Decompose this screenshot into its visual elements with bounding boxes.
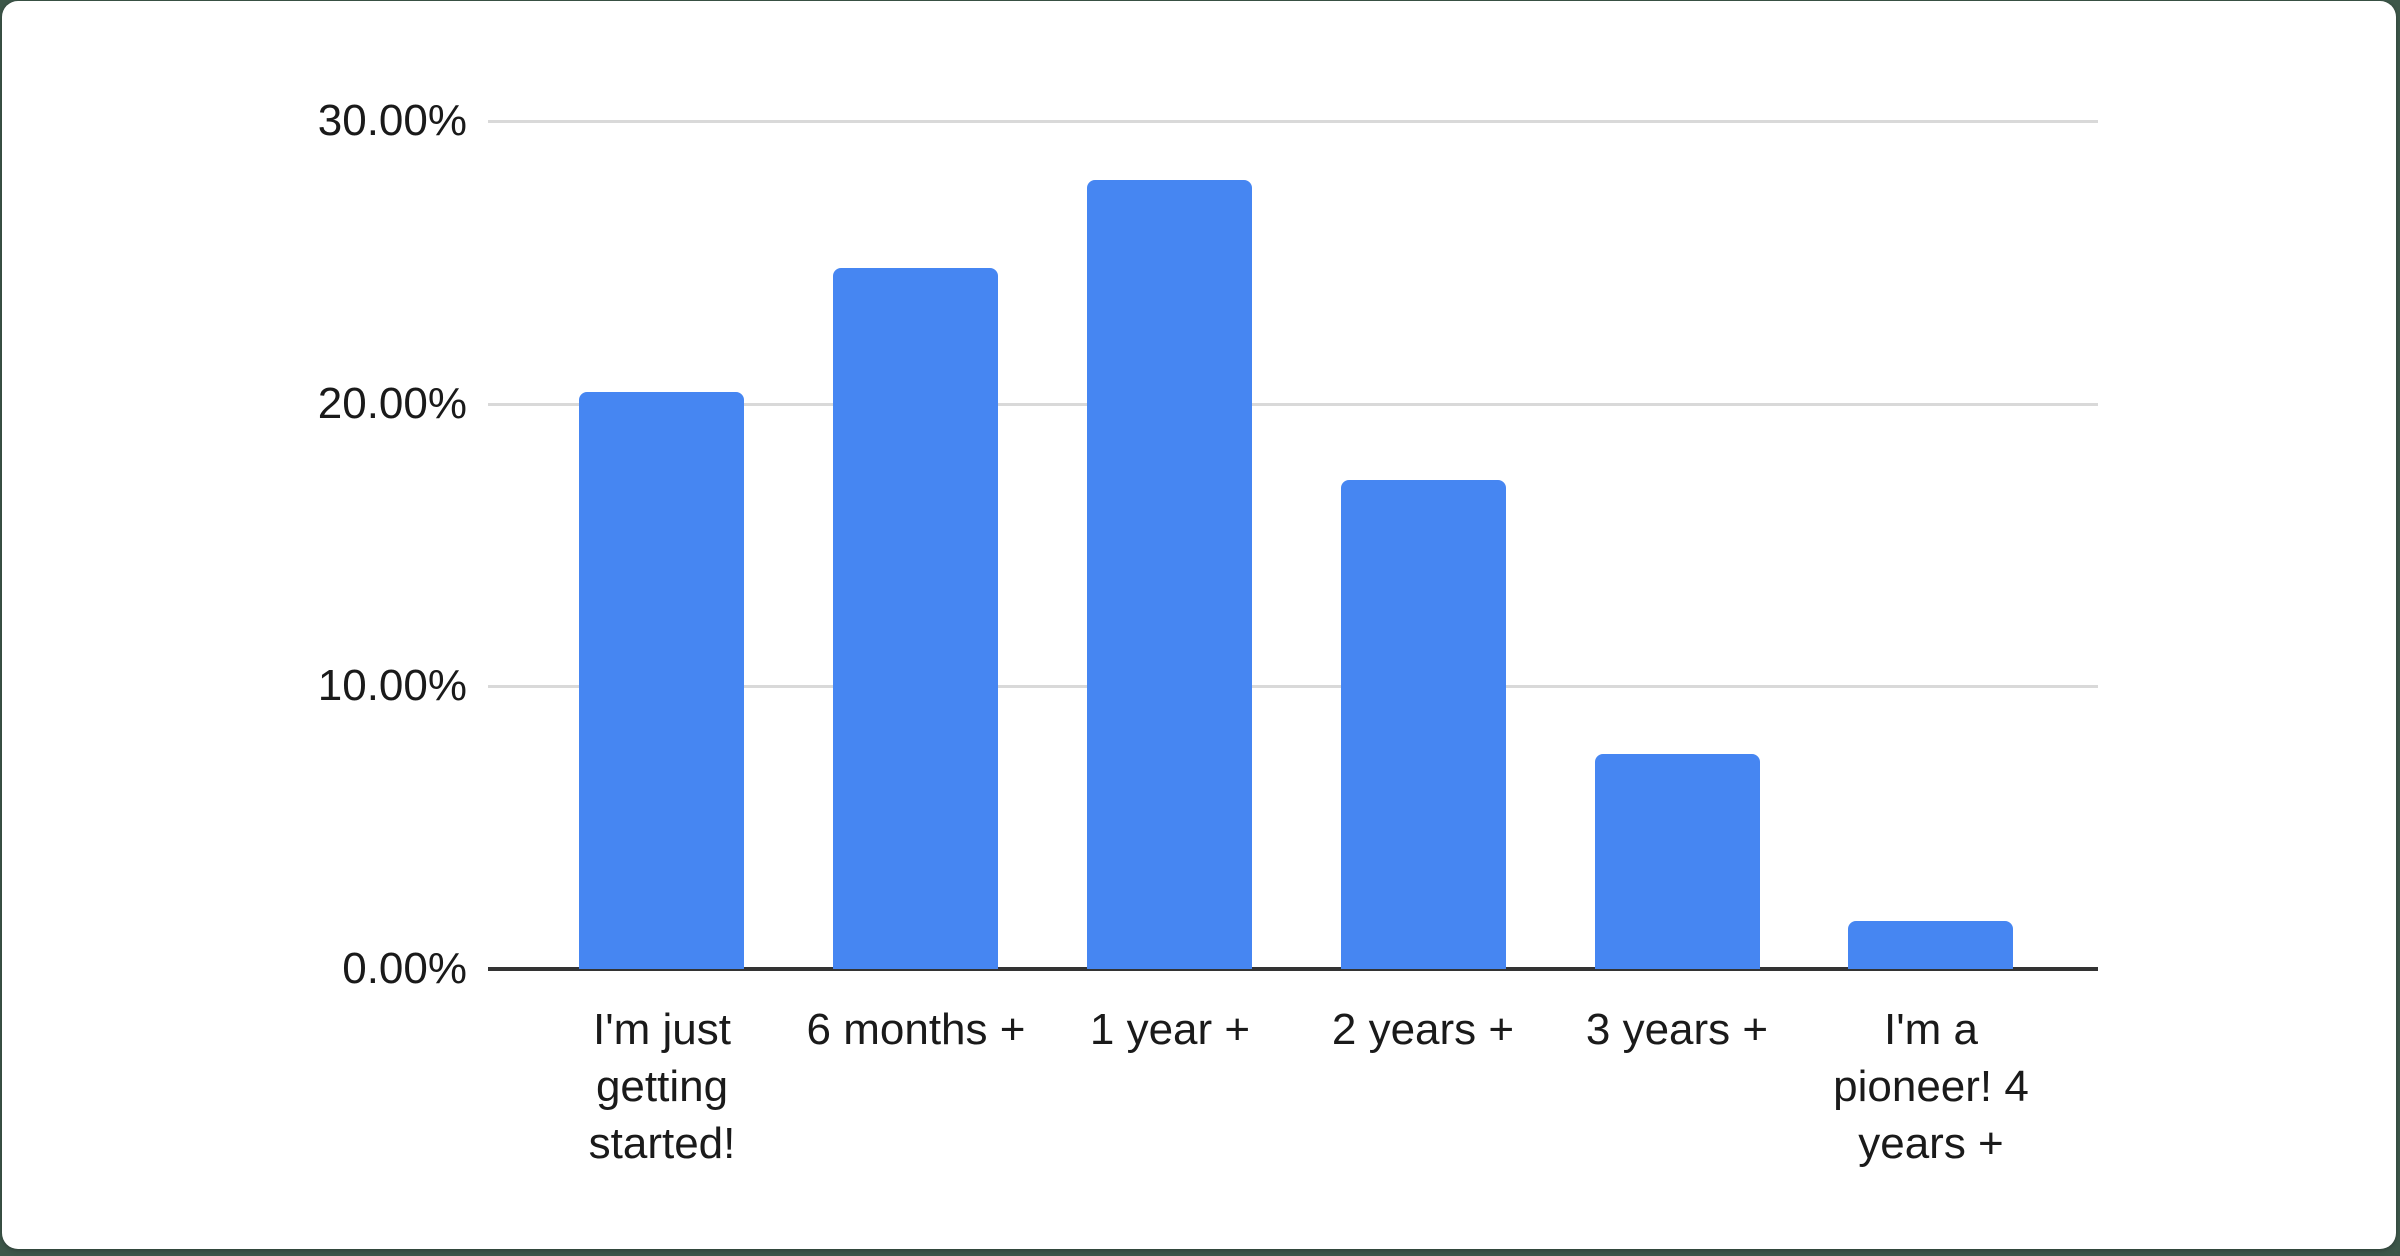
y-axis-tick-label: 0.00%	[342, 944, 467, 993]
bar[interactable]	[1595, 754, 1760, 969]
bar[interactable]	[1341, 480, 1506, 969]
gridline	[488, 685, 2098, 689]
gridline	[488, 120, 2098, 123]
x-axis-line	[488, 967, 2098, 971]
gridline	[488, 402, 2098, 406]
bar[interactable]	[579, 392, 744, 969]
y-axis-tick-label: 10.00%	[317, 661, 467, 711]
bar[interactable]	[1087, 180, 1252, 969]
x-axis-category-label: 2 years +	[1331, 1005, 1515, 1054]
x-axis-category-label: 6 months +	[806, 1005, 1026, 1054]
y-axis-tick-label: 20.00%	[317, 378, 467, 428]
x-axis-category-label: 3 years +	[1585, 1005, 1769, 1054]
bar[interactable]	[1848, 921, 2013, 969]
bar[interactable]	[833, 268, 998, 969]
x-axis-category-label: I'm just getting started!	[588, 1005, 736, 1168]
y-axis-tick-label: 30.00%	[317, 96, 467, 145]
x-axis-category-label: I'm a pioneer! 4 years +	[1833, 1005, 2029, 1168]
x-axis-category-label: 1 year +	[1089, 1005, 1251, 1054]
